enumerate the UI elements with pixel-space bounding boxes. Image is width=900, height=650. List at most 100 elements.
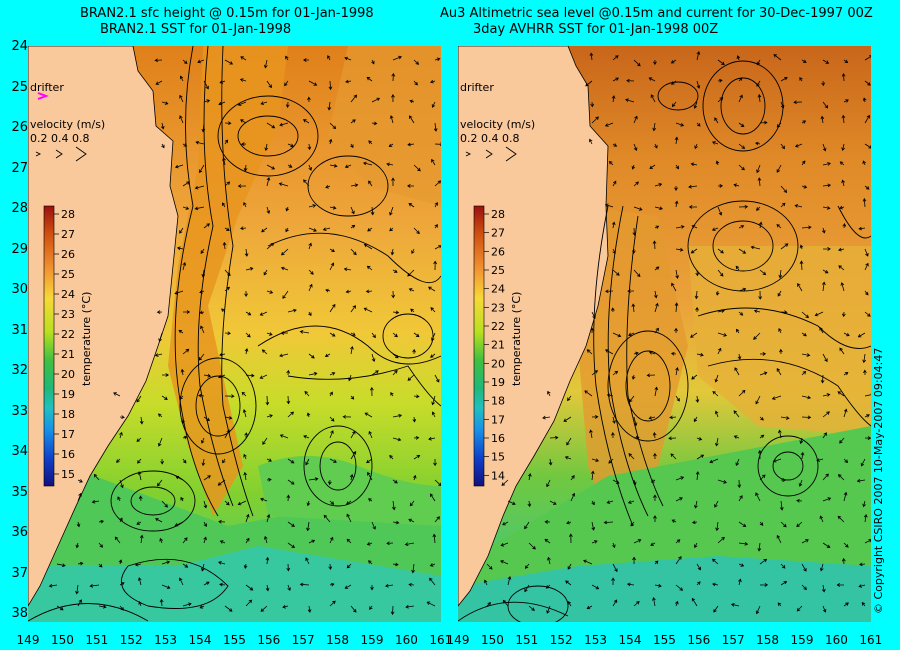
velocity-arrow (717, 479, 727, 484)
velocity-arrow (156, 310, 163, 314)
velocity-arrow (612, 479, 620, 484)
velocity-arrow (632, 248, 636, 254)
velocity-arrow (261, 349, 268, 355)
velocity-arrow (348, 374, 352, 382)
velocity-arrow (864, 392, 871, 397)
velocity-arrow (224, 429, 230, 439)
longitude-label: 155 (652, 633, 676, 647)
latitude-label: 33 (11, 403, 28, 419)
velocity-arrow (175, 475, 184, 481)
velocity-arrow (219, 540, 226, 544)
velocity-arrow (590, 101, 595, 108)
velocity-arrow (98, 604, 107, 609)
velocity-arrow (839, 347, 845, 355)
velocity-arrow (822, 411, 830, 418)
velocity-arrow (411, 248, 415, 254)
velocity-arrow (243, 164, 248, 172)
velocity-arrow (89, 583, 100, 588)
velocity-arrow (413, 332, 420, 338)
velocity-arrow (266, 477, 272, 482)
velocity-arrow (627, 500, 635, 504)
velocity-arrow (566, 520, 572, 525)
velocity-arrow (633, 269, 641, 278)
velocity-arrow (182, 348, 190, 355)
velocity-arrow (864, 55, 871, 61)
velocity-arrow (757, 93, 762, 103)
velocity-arrow (308, 539, 316, 544)
velocity-arrow (696, 51, 701, 61)
velocity-arrow (612, 370, 619, 376)
velocity-arrow (653, 452, 657, 460)
colorbar-tick-label: 19 (61, 388, 75, 401)
velocity-arrow (201, 269, 206, 278)
velocity-arrow (864, 414, 870, 418)
velocity-arrow (434, 180, 441, 187)
latitude-label: 35 (11, 484, 28, 500)
velocity-arrow (736, 55, 741, 61)
velocity-arrow (822, 183, 832, 188)
velocity-arrow (632, 227, 637, 236)
velocity-arrow (241, 391, 247, 397)
velocity-arrow (591, 540, 598, 544)
velocity-arrow (780, 243, 789, 250)
velocity-arrow (344, 164, 352, 169)
velocity-arrow (302, 119, 310, 124)
velocity-arrow (675, 164, 680, 170)
velocity-arrow (612, 180, 617, 187)
velocity-arrow (696, 122, 701, 127)
velocity-arrow (265, 556, 270, 565)
velocity-arrow (696, 454, 705, 460)
velocity-arrow (157, 413, 163, 418)
velocity-arrow (116, 458, 121, 463)
velocity-arrow (675, 225, 685, 229)
velocity-arrow (307, 96, 311, 103)
velocity-arrow (240, 119, 247, 124)
colorbar-tick-label: 28 (61, 208, 75, 221)
velocity-arrow (413, 80, 418, 86)
velocity-arrow (179, 227, 184, 234)
velocity-arrow (691, 597, 698, 607)
velocity-arrow (821, 227, 826, 234)
velocity-arrow (279, 434, 289, 439)
velocity-arrow (237, 184, 247, 188)
velocity-arrow (695, 395, 700, 403)
velocity-arrow (780, 310, 788, 315)
velocity-arrow (350, 305, 356, 313)
velocity-arrow (864, 311, 871, 317)
velocity-arrow (392, 413, 403, 418)
velocity-arrow (633, 206, 643, 211)
velocity-arrow (841, 143, 845, 151)
velocity-arrow (392, 353, 399, 359)
velocity-arrow (136, 395, 142, 403)
velocity-arrow (260, 605, 268, 612)
velocity-arrow (179, 75, 184, 82)
velocity-arrow (328, 563, 333, 570)
velocity-arrow (174, 164, 184, 169)
velocity-arrow (413, 59, 420, 65)
velocity-arrow (350, 605, 357, 613)
velocity-arrow (370, 206, 375, 216)
longitude-label: 158 (756, 633, 780, 647)
velocity-arrow (653, 59, 657, 66)
velocity-arrow (244, 432, 249, 439)
velocity-arrow (75, 584, 79, 595)
velocity-arrow (633, 59, 641, 67)
velocity-arrow (285, 55, 289, 61)
velocity-arrow (757, 177, 762, 187)
velocity-arrow (738, 541, 749, 546)
velocity-arrow (753, 332, 761, 340)
velocity-arrow (755, 395, 761, 405)
latitude-label: 27 (11, 160, 28, 176)
velocity-arrow (224, 121, 232, 126)
velocity-arrow (755, 141, 761, 146)
velocity-arrow (329, 600, 336, 607)
colorbar-tick-label: 17 (61, 428, 75, 441)
velocity-arrow (646, 373, 656, 378)
velocity-arrow (500, 560, 509, 565)
velocity-arrow (329, 248, 335, 252)
velocity-arrow (694, 143, 698, 150)
velocity-arrow (857, 332, 866, 338)
velocity-arrow (837, 474, 845, 481)
velocity-arrow (219, 582, 226, 587)
velocity-arrow (549, 435, 559, 440)
